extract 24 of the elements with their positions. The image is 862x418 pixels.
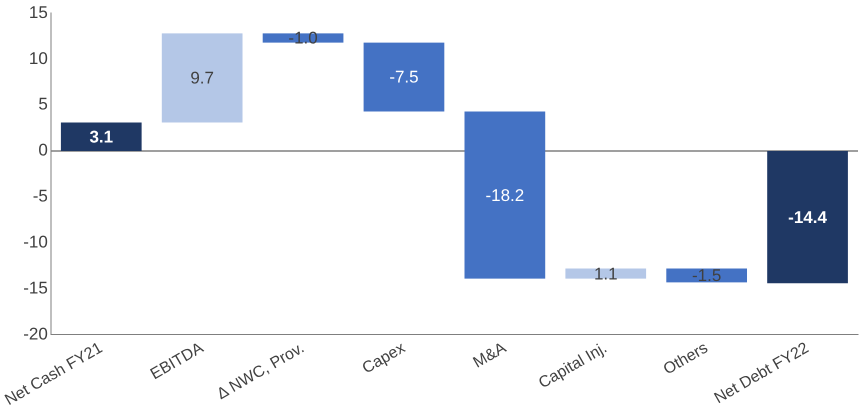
data-label: 9.7 xyxy=(190,68,214,88)
bar xyxy=(60,122,142,151)
bar xyxy=(162,33,243,123)
bar xyxy=(464,111,546,279)
y-tick-label: 5 xyxy=(38,94,48,114)
data-label: -1.5 xyxy=(692,266,722,286)
y-tick-label: 10 xyxy=(28,48,48,68)
y-tick-label: 0 xyxy=(38,140,48,160)
x-tick-label: Δ NWC, Prov. xyxy=(214,340,308,404)
data-label: 1.1 xyxy=(594,264,618,284)
y-tick-label: -10 xyxy=(23,232,48,252)
y-tick-label: 15 xyxy=(28,2,48,22)
bar xyxy=(767,150,848,284)
bar xyxy=(364,42,444,112)
y-tick-label: -5 xyxy=(32,186,48,206)
bar xyxy=(666,268,748,282)
x-tick-label: Net Debt FY22 xyxy=(712,340,812,408)
data-label: 3.1 xyxy=(89,127,114,146)
y-tick-label: -15 xyxy=(23,278,48,298)
x-tick-label: M&A xyxy=(470,339,510,372)
data-label: -7.5 xyxy=(389,68,419,87)
bar xyxy=(565,268,646,279)
data-label: -18.2 xyxy=(485,186,524,205)
data-label: -14.4 xyxy=(788,208,828,227)
